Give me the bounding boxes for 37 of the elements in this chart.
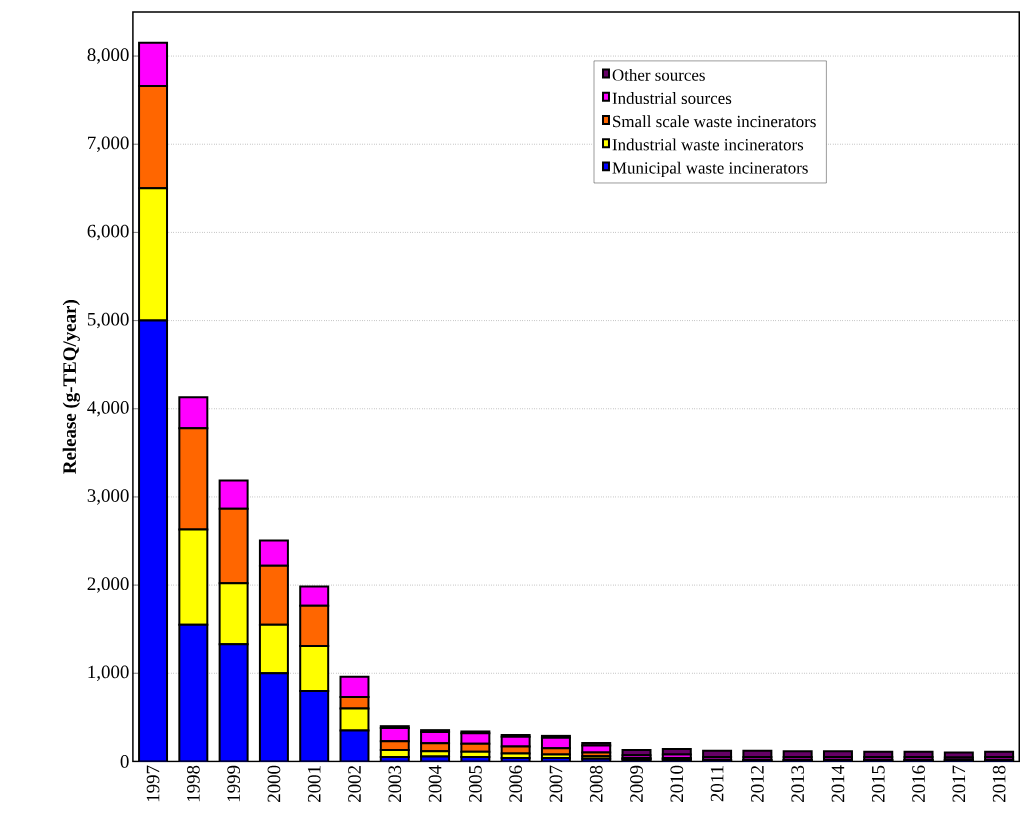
y-tick-label: 1,000 (88, 665, 129, 681)
legend-label: Other sources (612, 68, 705, 81)
y-tick-label: 7,000 (88, 136, 129, 152)
x-tick-label: 2006 (509, 765, 523, 802)
legend-label: Small scale waste incinerators (613, 115, 816, 128)
x-tick-label: 2017 (952, 765, 966, 802)
y-tick-label: 4,000 (87, 400, 129, 417)
legend-label: Municipal waste incinerators (612, 161, 808, 177)
x-tick-label: 1998 (186, 765, 200, 801)
x-tick-label: 2012 (751, 765, 764, 802)
x-tick-label: 2008 (589, 765, 603, 802)
x-tick-label: 2016 (912, 765, 925, 802)
y-tick-label: 8,000 (87, 48, 129, 64)
legend-label: Industrial waste incinerators (612, 138, 804, 151)
x-tick-label: 2015 (871, 765, 885, 802)
x-tick-label: 1999 (227, 765, 240, 801)
x-tick-label: 2000 (267, 765, 281, 802)
y-tick-label: 3,000 (87, 489, 129, 505)
x-tick-label: 2011 (710, 765, 724, 802)
legend-label: Industrial sources (612, 91, 732, 104)
x-tick-label: 2001 (307, 765, 321, 802)
x-tick-label: 2004 (428, 765, 442, 802)
y-tick-label: 2,000 (87, 577, 129, 593)
x-tick-label: 2007 (549, 765, 563, 802)
x-tick-label: 2009 (630, 765, 643, 802)
x-tick-label: 1997 (146, 765, 160, 801)
x-tick-label: 2013 (791, 765, 805, 802)
y-axis-title: Release (g-TEQ/year) (62, 299, 80, 474)
y-tick-label: 5,000 (87, 312, 129, 329)
x-tick-label: 2002 (348, 765, 361, 802)
x-tick-label: 2018 (992, 765, 1006, 802)
y-tick-label: 6,000 (87, 224, 129, 240)
x-tick-label: 2003 (388, 765, 402, 802)
x-tick-label: 2010 (670, 765, 684, 802)
y-tick-label: 0 (120, 754, 129, 768)
x-tick-label: 2005 (468, 765, 482, 802)
x-tick-label: 2014 (831, 765, 845, 802)
